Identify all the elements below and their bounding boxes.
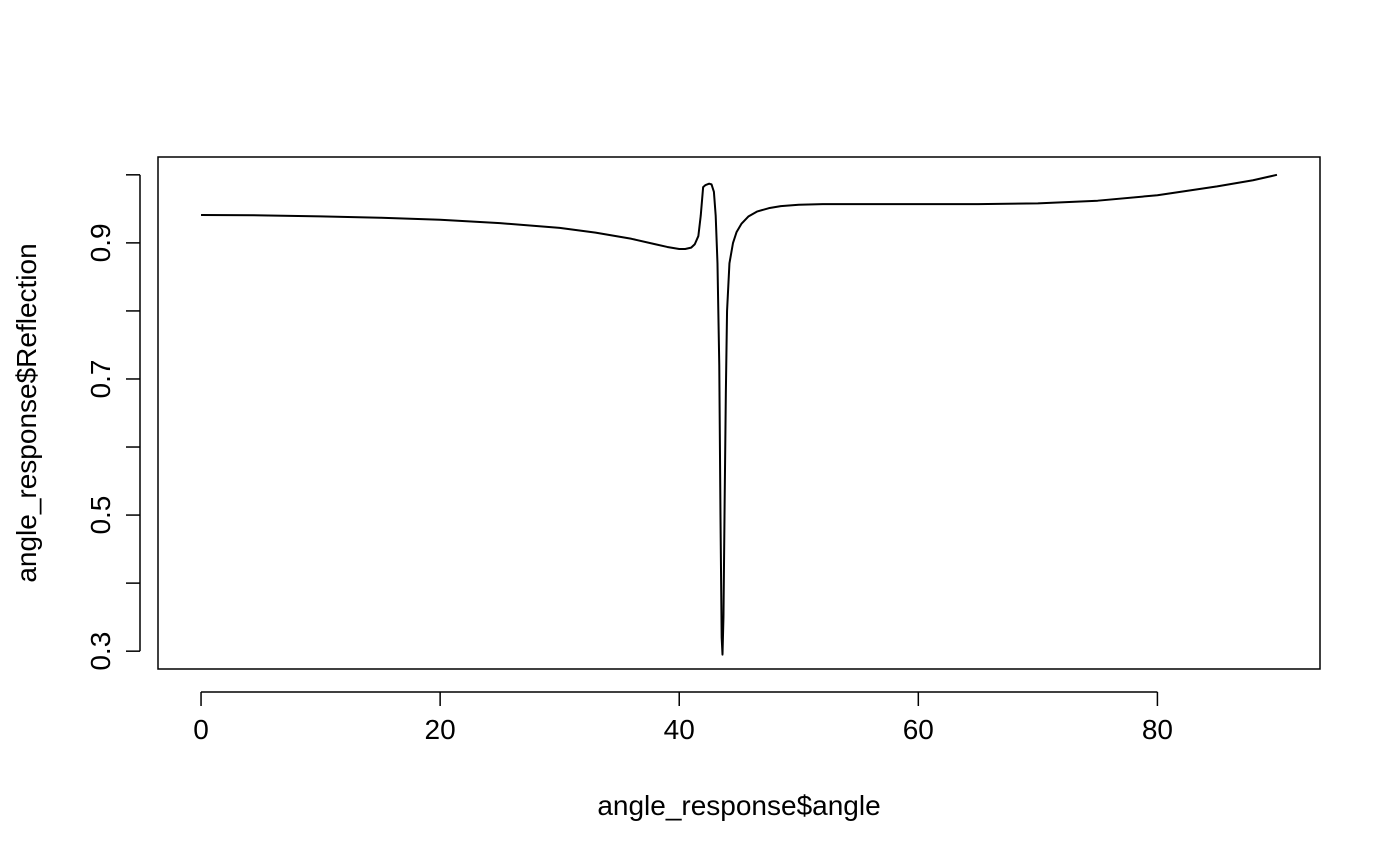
series-line-0 [201,173,1278,656]
x-tick-label: 20 [425,714,456,745]
plot-frame [157,156,1321,670]
y-tick-label: 0.5 [85,496,116,535]
x-axis-label: angle_response$angle [597,790,880,821]
x-tick-label: 60 [903,714,934,745]
y-tick-label: 0.3 [85,632,116,671]
x-axis: 0 20 40 60 80 [193,691,1173,745]
y-tick-label: 0.7 [85,360,116,399]
y-tick-label: 0.9 [85,223,116,262]
y-axis: 0.3 0.5 0.7 0.9 [85,174,141,671]
y-axis-label: angle_response$Reflection [11,243,42,582]
x-tick-label: 40 [664,714,695,745]
x-tick-label: 80 [1142,714,1173,745]
series-layer [201,173,1278,656]
x-tick-label: 0 [193,714,209,745]
